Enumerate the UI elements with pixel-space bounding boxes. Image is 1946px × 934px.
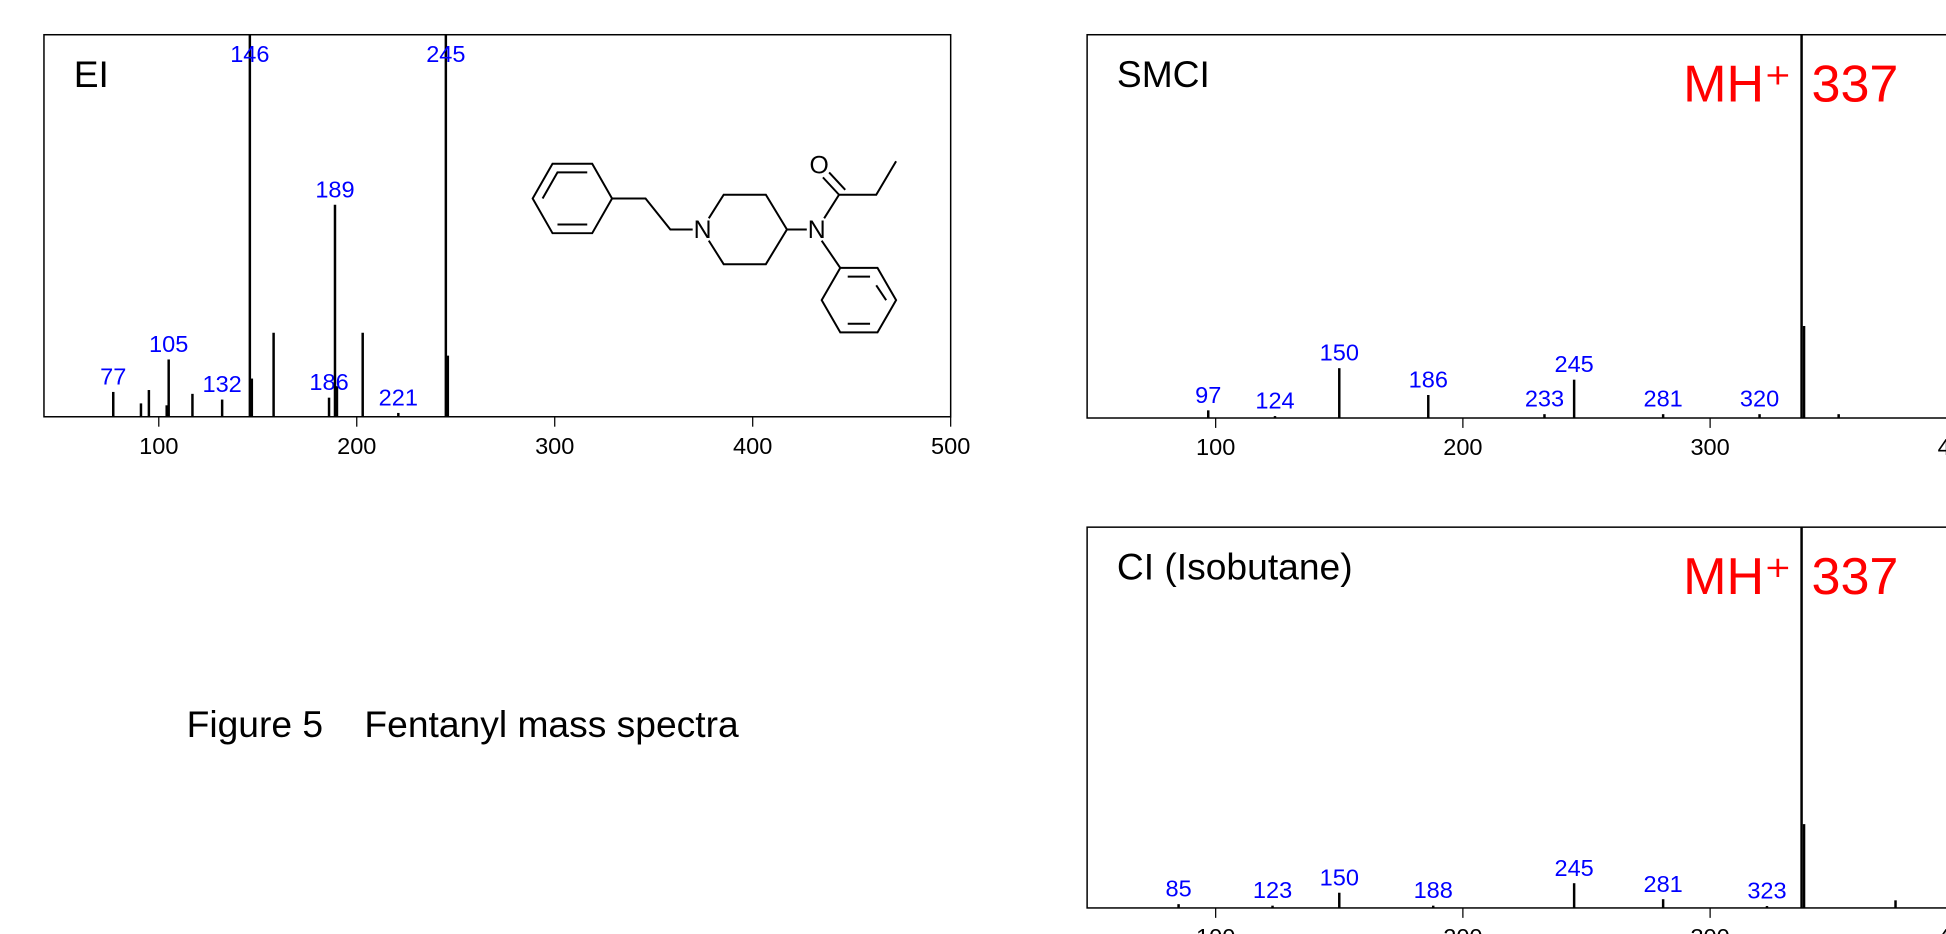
peak-label: 150 — [1320, 340, 1359, 366]
peak-label: 221 — [379, 385, 418, 411]
peak-label: 337 — [1811, 548, 1898, 606]
peak-label: 281 — [1643, 386, 1682, 412]
peak-label: 124 — [1255, 388, 1294, 414]
x-tick-label: 400 — [1938, 434, 1946, 460]
x-tick-label: 300 — [535, 433, 574, 459]
peak-label: 337 — [1811, 56, 1898, 114]
peak-label: 77 — [100, 363, 126, 389]
plot-frame — [43, 33, 952, 418]
chart-title: CI (Isobutane) — [1117, 545, 1353, 587]
peak-label: 146 — [230, 41, 269, 67]
atom-label: N — [694, 217, 712, 244]
peak-label: 132 — [202, 371, 241, 397]
chart-title: SMCI — [1117, 53, 1210, 95]
x-tick-label: 400 — [733, 433, 772, 459]
x-tick-label: 500 — [931, 433, 970, 459]
peak-label: 186 — [309, 369, 348, 395]
peak-label: 245 — [1554, 855, 1593, 881]
peak-label: 188 — [1414, 877, 1453, 903]
peak-label: 105 — [149, 331, 188, 357]
peak-label: 323 — [1747, 878, 1786, 904]
peak-label: 233 — [1525, 386, 1564, 412]
peak-label: 189 — [315, 176, 354, 202]
x-tick-label: 100 — [1196, 434, 1235, 460]
peak-label: 123 — [1253, 877, 1292, 903]
atom-label: O — [810, 153, 829, 180]
peak-label: 85 — [1165, 876, 1191, 902]
x-tick-label: 400 — [1938, 924, 1946, 934]
peak-label: 320 — [1740, 386, 1779, 412]
x-tick-label: 300 — [1690, 924, 1729, 934]
peak-label: 150 — [1320, 864, 1359, 890]
x-tick-label: 100 — [1196, 924, 1235, 934]
x-tick-label: 200 — [337, 433, 376, 459]
x-tick-label: 200 — [1443, 924, 1482, 934]
peak-label: 97 — [1195, 382, 1221, 408]
peak-label: 245 — [426, 41, 465, 67]
figure-caption: Figure 5 Fentanyl mass spectra — [187, 703, 739, 745]
chart-title: EI — [74, 53, 109, 95]
peak-label: 281 — [1643, 871, 1682, 897]
x-tick-label: 300 — [1690, 434, 1729, 460]
annotation: MH⁺ — [1683, 548, 1791, 606]
plot-frame — [1086, 33, 1946, 419]
structure — [531, 160, 898, 334]
peak-label: 186 — [1409, 367, 1448, 393]
x-tick-label: 100 — [139, 433, 178, 459]
atom-label: N — [808, 217, 826, 244]
plot-frame — [1086, 526, 1946, 909]
x-tick-label: 200 — [1443, 434, 1482, 460]
peak-label: 245 — [1554, 351, 1593, 377]
annotation: MH⁺ — [1683, 56, 1791, 114]
